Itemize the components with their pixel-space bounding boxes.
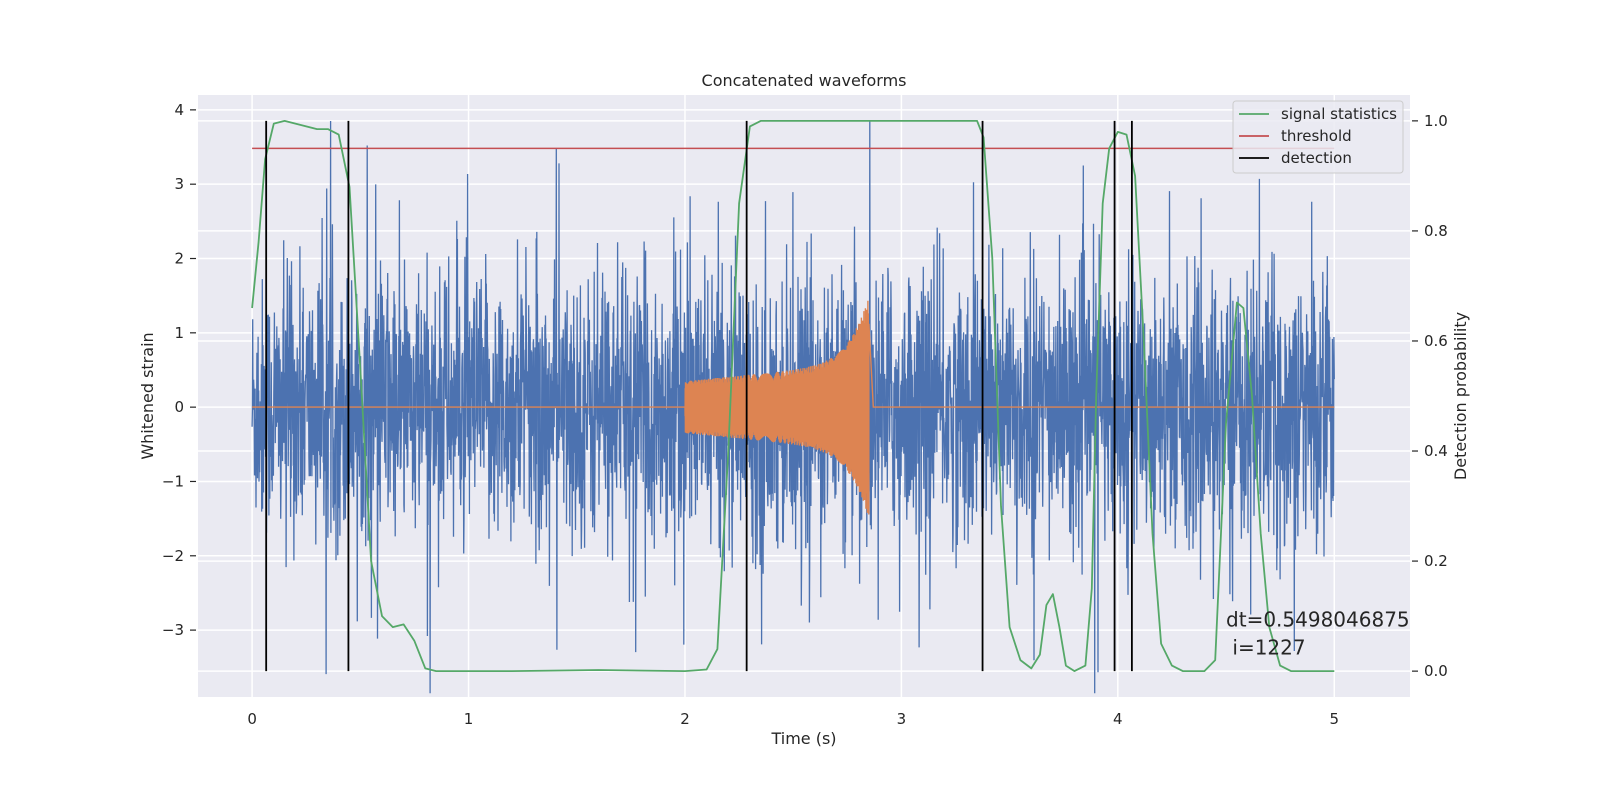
- y-tick-label: 2: [174, 250, 184, 268]
- y2-tick-label: 0.6: [1424, 332, 1448, 350]
- y-tick-label: 4: [174, 101, 184, 119]
- x-tick-label: 2: [680, 710, 690, 728]
- y2-tick-label: 1.0: [1424, 112, 1448, 130]
- y-axis-left: −3 −2 −1 0 1 2 3 4: [162, 101, 196, 639]
- x-tick-label: 5: [1329, 710, 1339, 728]
- y-tick-label: 3: [174, 175, 184, 193]
- y-tick-label: −1: [162, 472, 184, 490]
- x-axis-label: Time (s): [770, 729, 836, 748]
- x-tick-label: 4: [1113, 710, 1123, 728]
- x-tick-label: 3: [897, 710, 907, 728]
- y-tick-label: 0: [174, 398, 184, 416]
- legend-box: [1232, 100, 1404, 174]
- legend-label: signal statistics: [1281, 105, 1397, 123]
- annotation-dt: dt=0.5498046875: [1226, 607, 1410, 631]
- y-tick-label: −2: [162, 547, 184, 565]
- y2-tick-label: 0.4: [1424, 442, 1448, 460]
- y2-axis-label: Detection probability: [1451, 312, 1470, 480]
- y-axis-right: 0.0 0.2 0.4 0.6 0.8 1.0: [1412, 112, 1448, 680]
- legend: signal statistics threshold detection: [1232, 100, 1404, 174]
- y-tick-label: −3: [162, 621, 184, 639]
- y2-tick-label: 0.8: [1424, 222, 1448, 240]
- chirp-series: [252, 300, 1335, 515]
- y-tick-label: 1: [174, 324, 184, 342]
- x-tick-label: 1: [464, 710, 474, 728]
- x-tick-label: 0: [247, 710, 257, 728]
- detection-series: [265, 120, 1133, 672]
- y2-tick-label: 0.2: [1424, 552, 1448, 570]
- annotation-index: i=1227: [1226, 635, 1306, 659]
- signal-statistics-line: [251, 120, 1335, 672]
- x-axis: 0 1 2 3 4 5: [247, 710, 1339, 728]
- legend-label: detection: [1281, 149, 1352, 167]
- signal-statistics-series: [251, 120, 1335, 672]
- chirp-line: [252, 300, 1335, 515]
- y-axis-label: Whitened strain: [138, 332, 157, 459]
- legend-label: threshold: [1281, 127, 1352, 145]
- y2-tick-label: 0.0: [1424, 662, 1448, 680]
- chart-title: Concatenated waveforms: [702, 71, 907, 90]
